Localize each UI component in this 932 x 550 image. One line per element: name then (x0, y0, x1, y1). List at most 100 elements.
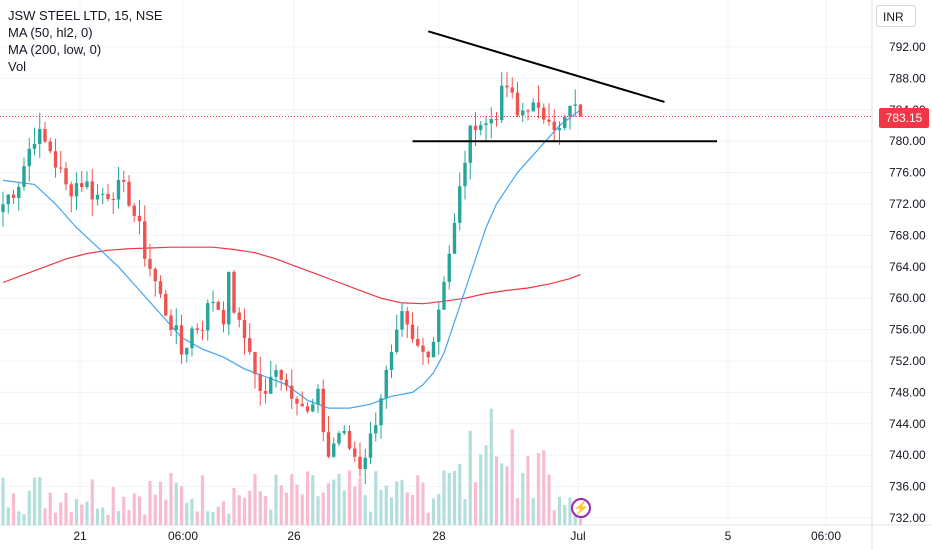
candle-body (400, 311, 404, 330)
candle-body (200, 329, 205, 331)
candle-body (274, 370, 278, 377)
candle-body (242, 319, 247, 339)
candle-body (484, 123, 488, 126)
volume-bar (32, 477, 37, 525)
volume-bar (43, 508, 47, 525)
candle-body (143, 221, 147, 259)
candle-body (127, 181, 131, 206)
candle-body (211, 301, 215, 304)
candle-body (148, 258, 152, 269)
volume-bar (111, 486, 115, 525)
candle-body (258, 374, 262, 391)
volume-bar (248, 490, 252, 525)
candle-body (578, 104, 583, 117)
time-axis[interactable]: 21 06:00 26 28 Jul 5 06:00 (73, 529, 841, 543)
candle-body (179, 325, 184, 355)
volume-bar (452, 471, 457, 525)
y-tick-label: 780.00 (889, 134, 926, 148)
price-axis[interactable]: 732.00 736.00 740.00 744.00 748.00 752.00 756.… (889, 40, 926, 525)
candle-body (353, 448, 357, 457)
volume-bar (274, 474, 278, 525)
candle-body (1, 204, 5, 213)
ma200-legend[interactable]: MA (200, low, 0) (8, 42, 102, 57)
trendline (427, 30, 665, 103)
candle-body (542, 107, 546, 120)
candle-body (216, 301, 220, 310)
candle-body (59, 167, 63, 169)
y-tick-label: 732.00 (889, 511, 926, 525)
candle-body (368, 433, 373, 458)
volume-bar (95, 508, 100, 525)
volume-bar (547, 474, 551, 525)
volume-bar (305, 471, 310, 525)
candle-body (431, 341, 436, 358)
candle-body (479, 125, 483, 131)
volume-bar (216, 506, 220, 525)
candle-body (111, 199, 115, 201)
ma50-legend[interactable]: MA (50, hl2, 0) (8, 25, 93, 40)
volume-bar (158, 481, 163, 525)
volume-bar (132, 493, 136, 525)
volume-bar (374, 471, 378, 525)
volume-legend[interactable]: Vol (8, 59, 27, 74)
volume-bar (353, 486, 357, 525)
candle-body (410, 324, 415, 340)
candle-body (552, 121, 556, 131)
candle-body (531, 102, 535, 112)
currency-label[interactable]: INR (876, 5, 916, 27)
candle-body (253, 351, 257, 375)
candle-body (17, 186, 21, 198)
candle-body (463, 162, 467, 187)
candle-body (468, 125, 472, 163)
volume-bar (358, 477, 362, 525)
candle-body (263, 390, 268, 394)
volume-bar (284, 492, 289, 525)
y-tick-label: 756.00 (889, 323, 926, 337)
volume-bar (195, 511, 199, 525)
volume-bar (127, 510, 131, 525)
candle-body (321, 388, 325, 433)
volume-bar (17, 511, 21, 525)
volume-bar (200, 475, 205, 525)
ma200-path (2, 246, 581, 305)
candle-body (269, 376, 273, 394)
volume-bar (263, 496, 268, 525)
candle-body (358, 456, 362, 469)
y-tick-label: 764.00 (889, 260, 926, 274)
y-tick-label: 744.00 (889, 417, 926, 431)
symbol-title[interactable]: JSW STEEL LTD, 15, NSE (8, 8, 163, 23)
volume-bar (447, 473, 451, 525)
volume-bar (143, 514, 147, 525)
candle-body (500, 85, 504, 121)
volume-bar (557, 496, 562, 525)
candle-body (195, 328, 199, 330)
candle-body (557, 128, 562, 131)
volume-bar (536, 452, 541, 525)
volume-bar (458, 463, 462, 525)
candle-body (526, 110, 530, 112)
candle-body (85, 181, 89, 188)
candle-body (48, 141, 52, 152)
candle-body (206, 303, 210, 331)
candle-body (573, 104, 577, 106)
volume-bar (552, 510, 556, 525)
y-tick-label: 748.00 (889, 385, 926, 399)
volume-bar (164, 499, 168, 525)
candle-body (568, 105, 572, 117)
x-tick-label: 26 (287, 529, 301, 543)
volume-bar (300, 494, 304, 525)
lightning-bolt-icon[interactable]: ⚡ (571, 498, 591, 518)
candle-body (137, 215, 142, 222)
volume-bar (337, 473, 341, 525)
candle-body (452, 222, 457, 254)
y-tick-label: 788.00 (889, 71, 926, 85)
volume-bar (190, 498, 194, 525)
volume-bar (363, 495, 367, 525)
volume-bar (290, 474, 294, 525)
volume-bar (531, 497, 535, 525)
volume-bar (237, 495, 241, 525)
volume-bar (395, 481, 399, 525)
volume-bar (437, 493, 441, 525)
